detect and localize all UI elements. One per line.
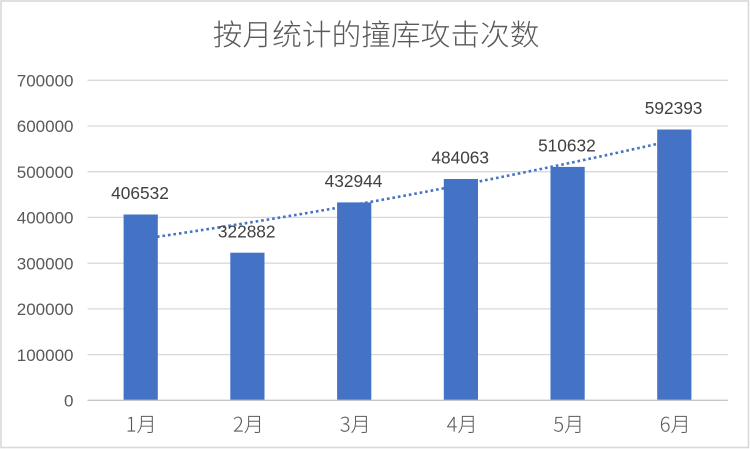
svg-text:592393: 592393 <box>645 98 703 118</box>
svg-text:406532: 406532 <box>111 183 169 203</box>
svg-text:322882: 322882 <box>218 221 276 241</box>
svg-text:400000: 400000 <box>17 209 74 228</box>
svg-text:700000: 700000 <box>17 72 74 91</box>
svg-text:100000: 100000 <box>17 346 74 365</box>
svg-text:300000: 300000 <box>17 254 74 273</box>
svg-text:432944: 432944 <box>325 171 383 191</box>
svg-text:500000: 500000 <box>17 163 74 182</box>
svg-text:200000: 200000 <box>17 300 74 319</box>
svg-text:0: 0 <box>64 392 73 411</box>
svg-text:510632: 510632 <box>538 136 596 156</box>
svg-text:600000: 600000 <box>17 117 74 136</box>
svg-text:484063: 484063 <box>431 148 489 168</box>
